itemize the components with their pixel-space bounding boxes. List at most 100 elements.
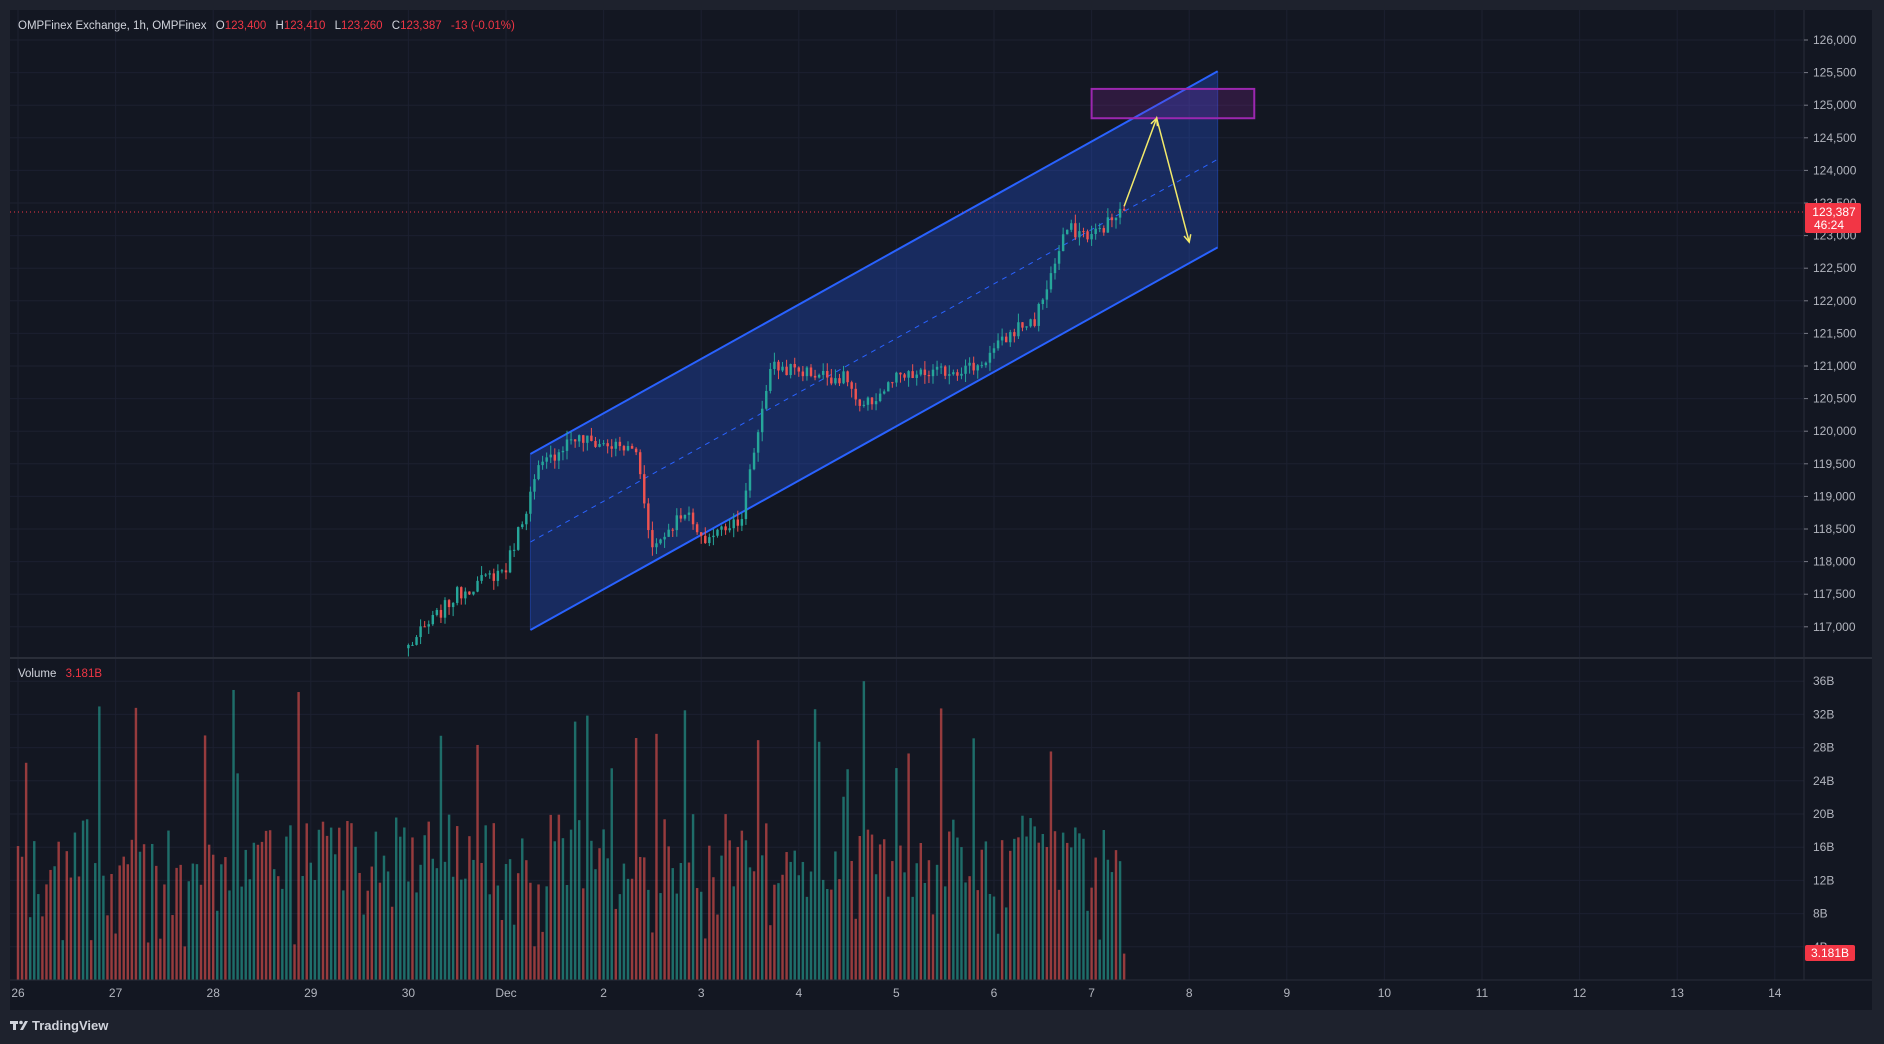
price-tick-label: 118,500 — [1813, 522, 1856, 536]
time-tick-label: 28 — [207, 986, 221, 1000]
volume-bar — [1017, 837, 1020, 980]
volume-bar — [183, 946, 186, 980]
volume-bar — [476, 744, 479, 980]
tradingview-logo[interactable]: TradingView — [10, 1018, 109, 1033]
volume-bar — [342, 890, 345, 980]
projection-path[interactable] — [1123, 115, 1192, 244]
change-value: -13 (-0.01%) — [451, 20, 515, 32]
candle-body — [626, 446, 630, 451]
volume-bar — [826, 888, 829, 980]
candle-body — [826, 370, 829, 378]
candle-body — [817, 374, 821, 378]
volume-bar — [106, 915, 109, 980]
candle-body — [948, 374, 951, 376]
candle-body — [1122, 208, 1126, 211]
volume-bar — [455, 826, 459, 980]
drawing-layer[interactable] — [529, 70, 1256, 631]
volume-bar — [964, 882, 967, 980]
candle-body — [939, 366, 943, 368]
volume-legend[interactable]: Volume 3.181B — [18, 668, 102, 680]
volume-bar — [960, 847, 963, 980]
volume-bar — [1037, 842, 1040, 980]
volume-bar — [972, 738, 975, 980]
volume-bar — [948, 831, 951, 980]
candle-body — [716, 529, 719, 536]
close-value: 123,387 — [400, 20, 442, 32]
volume-bar — [1041, 833, 1045, 980]
candle-body — [874, 401, 878, 405]
low-label: L — [335, 20, 342, 32]
candle-body — [980, 365, 984, 367]
volume-bar — [781, 874, 784, 980]
volume-bar — [882, 839, 886, 980]
candle-body — [1118, 208, 1122, 218]
volume-bar — [610, 768, 613, 980]
candle-body — [911, 371, 914, 379]
candle-body — [655, 543, 658, 548]
target-zone-rect[interactable] — [1090, 87, 1256, 120]
price-tick-label: 121,000 — [1813, 359, 1857, 373]
candle-body — [1114, 217, 1118, 221]
time-tick-label: 14 — [1768, 986, 1782, 1000]
volume-bar — [549, 814, 552, 980]
volume-bar — [81, 820, 85, 980]
candle-body — [460, 587, 463, 599]
price-axis[interactable]: 126,000125,500125,000124,500124,000123,5… — [1804, 33, 1857, 634]
candle-body — [793, 364, 796, 368]
candle-body — [968, 362, 971, 366]
volume-bar — [935, 864, 939, 980]
candle-body — [870, 397, 874, 405]
candle-body — [899, 372, 902, 375]
time-tick-label: 12 — [1573, 986, 1587, 1000]
volume-bar — [870, 834, 874, 980]
candle-body — [919, 369, 923, 375]
high-label: H — [276, 20, 284, 32]
candle-body — [667, 529, 670, 537]
candle-body — [960, 373, 963, 376]
candle-body — [679, 515, 683, 519]
volume-bar — [769, 925, 772, 980]
volume-bar — [545, 886, 548, 980]
volume-bar — [207, 844, 211, 980]
channel-lower-line[interactable] — [529, 246, 1219, 631]
candle-body — [1049, 273, 1053, 290]
candle-body — [1013, 332, 1016, 337]
volume-bar — [777, 883, 780, 980]
logo-text: TradingView — [32, 1018, 109, 1033]
volume-bar — [134, 707, 138, 980]
time-axis[interactable]: 26 27 28 29 30 Dec 2 3 4 5 6 7 8 9 10 11 12 13 14 — [11, 986, 1781, 1000]
volume-bar — [1057, 889, 1061, 980]
volume-bar — [533, 946, 536, 980]
volume-bar — [712, 877, 715, 980]
candle-body — [529, 491, 532, 514]
price-tick-label: 120,500 — [1813, 392, 1857, 406]
candle-body — [1033, 319, 1036, 326]
candle-body — [927, 375, 931, 377]
volume-bar — [313, 880, 317, 980]
candle-body — [577, 435, 581, 442]
volume-bar — [956, 837, 959, 980]
volume-bar — [252, 842, 256, 980]
volume-bar — [423, 835, 426, 980]
volume-bar — [500, 919, 504, 980]
volume-bar — [1102, 830, 1106, 980]
channel-upper-line[interactable] — [529, 70, 1219, 455]
volume-bar — [492, 823, 496, 980]
time-tick-label: 27 — [109, 986, 123, 1000]
volume-bar — [419, 864, 422, 980]
volume-bar — [878, 844, 882, 980]
volume-bar — [472, 859, 475, 980]
volume-bar — [16, 846, 20, 980]
candle-body — [972, 362, 975, 371]
volume-bar — [350, 823, 353, 980]
volume-bar — [634, 738, 638, 980]
volume-bar — [89, 940, 93, 980]
volume-bar — [504, 864, 508, 980]
volume-bar — [256, 844, 260, 980]
volume-bar — [142, 844, 146, 980]
volume-bar — [374, 831, 378, 980]
symbol-title[interactable]: OMPFinex Exchange, 1h, OMPFinex — [18, 20, 207, 32]
volume-bar — [569, 829, 573, 980]
volume-bar — [114, 933, 117, 980]
